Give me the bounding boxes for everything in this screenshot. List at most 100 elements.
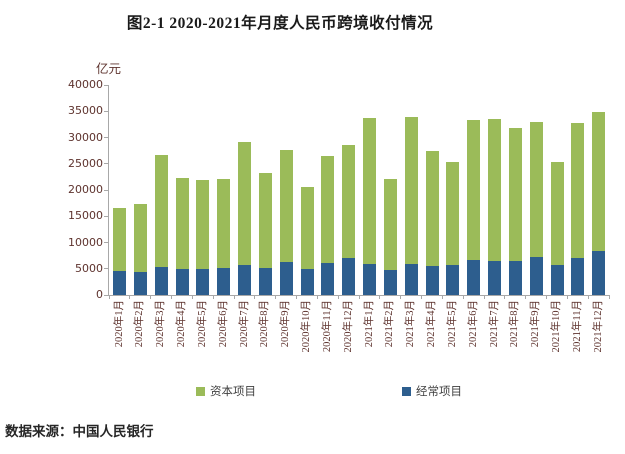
x-axis-category-label: 2020年10月 [301,300,312,353]
bar-segment-current [321,262,335,295]
x-axis-tick [400,295,402,299]
bar-segment-capital [467,119,481,260]
bar-segment-capital [383,178,397,271]
bar-segment-capital [300,186,314,269]
x-axis-tick [254,295,256,299]
bar-segment-current [571,257,585,295]
legend-swatch [196,386,205,396]
bar-segment-capital [321,155,335,263]
y-axis-tick-label: 20000 [68,183,103,196]
bar-stack [363,118,376,295]
bar-segment-current [217,268,231,295]
x-axis-category-label: 2020年6月 [217,300,229,348]
bar-segment-current [175,268,189,295]
bar-stack [342,145,356,295]
y-axis-tick [104,294,109,296]
bar-segment-current [342,258,356,295]
y-axis-tick [104,163,109,165]
bar-stack [592,111,606,295]
x-axis-tick [379,295,381,299]
x-axis-category-label: 2021年2月 [384,300,396,348]
x-axis-category-label: 2021年1月 [363,300,375,348]
x-axis-category-label: 2021年3月 [405,300,417,348]
x-axis-category-label: 2021年6月 [467,300,479,348]
x-axis-category-label: 2021年4月 [426,300,437,348]
y-axis-tick-label: 0 [96,288,103,301]
y-axis-tick [104,110,109,112]
y-axis-tick-label: 30000 [68,130,103,144]
x-axis-category-label: 2021年10月 [551,300,562,353]
x-axis-category-label: 2020年2月 [134,300,146,348]
bar-segment-current [196,268,210,295]
bar-stack [488,119,501,295]
y-axis-tick [104,137,109,138]
bar-segment-current [404,263,418,295]
bar-stack [571,122,585,295]
bar-segment-capital [550,162,564,265]
bar-segment-capital [571,122,585,258]
bar-segment-current [529,256,543,295]
bar-stack [154,155,168,295]
y-axis-tick [104,215,109,217]
x-axis-tick [129,295,131,299]
x-axis-tick [504,295,506,299]
legend-swatch [402,386,411,396]
x-axis-tick [316,295,318,299]
x-axis-tick [337,295,339,299]
bar-stack [467,119,481,295]
bar-segment-capital [133,203,147,272]
legend-item: 经常项目 [402,383,462,399]
y-axis-tick-label: 5000 [75,261,103,275]
x-axis-category-label: 2020年12月 [342,300,354,353]
chart-legend: 资本项目 经常项目 [108,383,608,399]
x-axis-category-label: 2021年9月 [530,300,542,348]
bar-segment-capital [508,127,522,261]
x-axis-tick [108,295,110,299]
bar-segment-current [467,259,481,295]
bar-stack [300,186,314,295]
bar-stack [425,151,439,295]
bar-segment-capital [196,180,210,269]
y-axis-unit-label: 亿元 [96,62,122,76]
plot-area: 亿元 0 5000 10000 15000 20000 25000 30000 35000 40… [68,62,610,353]
y-axis-tick [104,268,109,270]
bar-stack [529,122,543,295]
y-axis-tick [104,242,109,243]
bar-segment-current [363,264,376,295]
bar-segment-capital [342,145,356,259]
y-axis-tick [104,189,109,191]
x-axis-tick [191,295,193,299]
bar-stack [113,208,126,295]
legend-label: 资本项目 [210,386,256,398]
x-axis-category-label: 2020年7月 [238,300,250,348]
x-axis-tick [525,295,527,299]
bar-segment-current [446,265,460,295]
bar-segment-capital [363,118,376,265]
bar-segment-current [592,250,606,295]
x-axis-category-label: 2020年1月 [113,300,125,348]
bar-stack [258,172,272,295]
x-axis-category-label: 2020年3月 [155,300,167,348]
x-axis-category-label: 2021年5月 [446,300,458,348]
bar-segment-capital [258,172,272,269]
x-axis-category-label: 2021年12月 [592,300,604,353]
legend-label: 经常项目 [416,386,462,398]
bar-segment-capital [175,178,189,269]
bar-stack [446,162,460,295]
x-axis-tick [546,295,547,299]
y-axis-tick-label: 15000 [68,209,103,223]
bar-segment-current [133,271,147,295]
x-axis-category-label: 2021年11月 [571,300,583,353]
x-axis-tick [608,295,610,299]
x-axis-category-label: 2020年11月 [321,300,333,353]
bar-segment-current [508,260,522,295]
bar-stack [217,178,231,295]
legend-item: 资本项目 [196,383,256,399]
bar-stack [279,149,293,295]
bar-segment-current [425,266,439,295]
x-axis-tick [296,295,297,299]
x-axis-tick [358,295,360,299]
data-source-note: 数据来源：中国人民银行 [5,424,154,439]
x-axis-tick [566,295,568,299]
bar-segment-capital [217,178,231,269]
